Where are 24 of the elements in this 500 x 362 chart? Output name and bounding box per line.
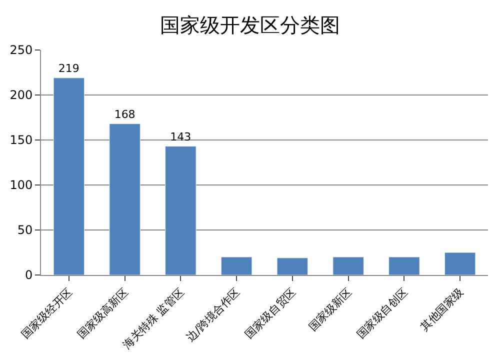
bar — [165, 146, 196, 275]
data-label: 219 — [58, 62, 80, 75]
bar — [444, 252, 476, 275]
y-tick-label: 100 — [10, 178, 33, 192]
bar — [220, 256, 252, 275]
x-tick-label: 国家级自贸区 — [242, 286, 298, 342]
x-tick-label: 国家级新区 — [306, 286, 354, 334]
x-tick-label: 国家级经开区 — [19, 286, 75, 342]
y-tick-label: 150 — [10, 133, 33, 148]
bar — [53, 78, 85, 275]
x-tick-label: 国家级自创区 — [354, 286, 410, 342]
y-tick-label: 50 — [17, 223, 33, 238]
y-tick-label: 0 — [24, 268, 33, 282]
bar — [276, 258, 308, 275]
data-label: 168 — [114, 108, 136, 121]
data-label: 143 — [170, 130, 192, 144]
bar — [388, 256, 420, 275]
bar — [332, 256, 364, 275]
y-tick-label: 250 — [10, 43, 33, 58]
chart-title: 国家级开发区分类图 — [160, 13, 340, 38]
y-tick-label: 200 — [10, 88, 33, 102]
x-tick-label: 其他国家级 — [418, 286, 466, 334]
bar — [109, 124, 140, 275]
x-tick-label: 边/跨境合作区 — [184, 286, 243, 344]
